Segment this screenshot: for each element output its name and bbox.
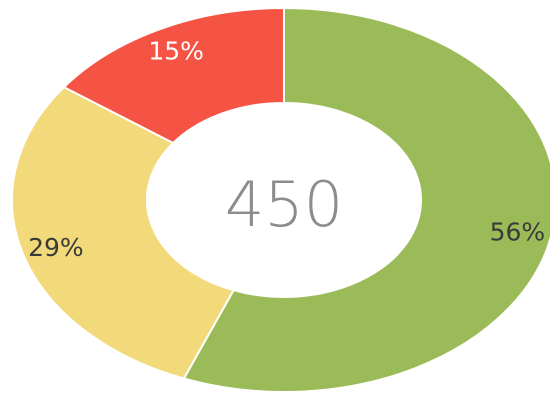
donut-slice-1	[182, 6, 550, 393]
slice-label-3: 15%	[148, 37, 204, 66]
center-total-label: 450	[225, 168, 343, 241]
slice-label-2: 29%	[28, 233, 84, 262]
donut-slices	[11, 6, 550, 393]
donut-slice-3	[62, 6, 285, 145]
donut-slice-2	[11, 85, 236, 380]
slice-label-1: 56%	[490, 217, 546, 246]
slice-labels: 56% 29% 15%	[28, 37, 545, 262]
